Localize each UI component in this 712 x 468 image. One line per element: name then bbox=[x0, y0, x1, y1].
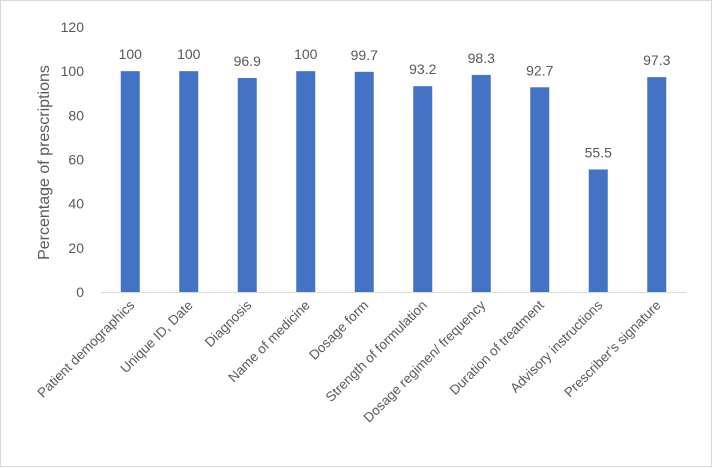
category-label: Patient demographics bbox=[34, 297, 137, 400]
data-label: 100 bbox=[177, 46, 201, 62]
data-label: 99.7 bbox=[351, 47, 378, 63]
y-tick-label: 20 bbox=[68, 240, 84, 256]
data-label: 92.7 bbox=[526, 62, 553, 78]
bars bbox=[120, 71, 667, 293]
category-label: Prescriber's signature bbox=[561, 298, 664, 401]
bar bbox=[354, 71, 374, 293]
y-axis-ticks: 0 20 40 60 80 100 120 bbox=[61, 19, 85, 300]
category-label: Dosage form bbox=[306, 298, 371, 363]
category-label: Diagnosis bbox=[202, 297, 255, 350]
y-tick-label: 0 bbox=[76, 284, 84, 300]
y-tick-label: 60 bbox=[68, 152, 84, 168]
data-label: 93.2 bbox=[409, 61, 436, 77]
data-label: 55.5 bbox=[585, 144, 612, 160]
bar bbox=[471, 74, 491, 292]
bar bbox=[647, 77, 667, 292]
data-label: 100 bbox=[119, 46, 143, 62]
bar bbox=[588, 169, 608, 292]
y-axis-title: Percentage of prescriptions bbox=[36, 65, 53, 260]
bar bbox=[530, 87, 550, 292]
y-tick-label: 120 bbox=[61, 19, 85, 35]
y-tick-label: 80 bbox=[68, 107, 84, 123]
category-label: Dosage regimen/ frequency bbox=[360, 297, 488, 425]
bar bbox=[413, 86, 433, 292]
data-label: 100 bbox=[294, 46, 318, 62]
bar bbox=[179, 71, 199, 293]
y-tick-label: 40 bbox=[68, 196, 84, 212]
bar bbox=[120, 71, 140, 293]
data-labels: 100 100 96.9 100 99.7 93.2 98.3 92.7 55.5 97.3 bbox=[119, 46, 671, 160]
data-label: 97.3 bbox=[643, 52, 670, 68]
data-label: 98.3 bbox=[468, 50, 495, 66]
bar bbox=[237, 78, 257, 292]
y-tick-label: 100 bbox=[61, 63, 85, 79]
bar bbox=[296, 71, 316, 293]
data-label: 96.9 bbox=[234, 53, 261, 69]
category-label: Strength of formulation bbox=[323, 298, 430, 405]
